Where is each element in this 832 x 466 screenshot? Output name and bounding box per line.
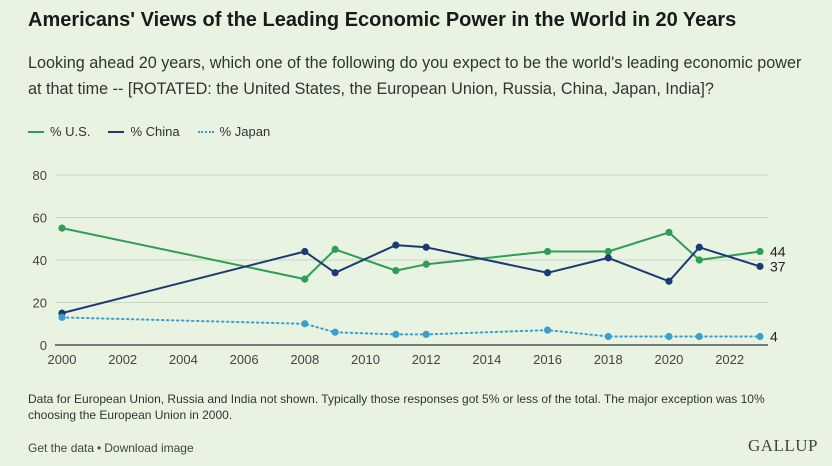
link-separator: • <box>97 441 102 455</box>
y-tick-label: 40 <box>33 253 47 268</box>
x-tick-label: 2002 <box>108 352 137 367</box>
legend-label-us: % U.S. <box>50 124 91 139</box>
series-line-us <box>61 227 761 281</box>
x-tick-label: 2018 <box>594 352 623 367</box>
legend-label-china: % China <box>130 124 180 139</box>
data-point-china <box>422 243 430 251</box>
data-point-us <box>756 247 764 256</box>
legend-swatch-china <box>108 130 125 133</box>
data-point-china <box>543 269 552 277</box>
line-chart: 0 20 40 60 80 2000 2002 2004 2006 2008 2010 2012 201… <box>33 168 786 367</box>
series-line-china <box>61 244 761 315</box>
data-point-us <box>604 247 612 256</box>
axis-labels: 0 20 40 60 80 2000 2002 2004 2006 2008 2010 2012 201… <box>33 168 745 367</box>
y-tick-label: 60 <box>33 211 47 226</box>
get-data-link[interactable]: Get the data <box>28 441 95 455</box>
data-point-japan <box>604 332 612 341</box>
data-point-china <box>301 247 309 256</box>
data-point-japan <box>392 330 400 338</box>
end-label-us: 44 <box>770 244 786 260</box>
chart-subtitle: Looking ahead 20 years, which one of the… <box>28 54 802 98</box>
data-point-us <box>695 256 703 264</box>
data-points <box>58 224 764 341</box>
data-point-japan <box>331 328 339 336</box>
grid-lines <box>55 174 768 346</box>
data-point-china <box>392 241 400 249</box>
data-point-china <box>756 262 764 270</box>
data-point-japan <box>695 332 703 341</box>
y-tick-label: 20 <box>33 296 47 311</box>
legend-swatch-japan <box>197 130 214 133</box>
data-point-us <box>543 247 552 256</box>
x-tick-label: 2010 <box>351 352 380 367</box>
data-point-us <box>58 224 66 232</box>
data-point-us <box>301 275 309 283</box>
data-point-japan <box>58 313 66 321</box>
data-point-us <box>665 228 673 236</box>
x-tick-label: 2004 <box>169 352 198 367</box>
x-tick-label: 2008 <box>290 352 319 367</box>
end-label-china: 37 <box>770 258 786 274</box>
data-point-japan <box>301 320 309 328</box>
legend-item-japan[interactable]: % Japan <box>197 124 271 139</box>
series-lines <box>61 227 761 338</box>
data-point-china <box>604 254 612 262</box>
y-tick-label: 0 <box>40 338 47 353</box>
data-point-us <box>331 245 339 253</box>
legend-swatch-us <box>28 130 44 133</box>
chart-title: Americans' Views of the Leading Economic… <box>28 9 737 31</box>
end-label-japan: 4 <box>770 329 778 345</box>
data-point-japan <box>422 330 430 338</box>
data-point-japan <box>665 332 673 341</box>
legend-item-china[interactable]: % China <box>108 124 180 139</box>
x-tick-label: 2006 <box>230 352 259 367</box>
data-point-japan <box>756 332 764 341</box>
legend-label-japan: % Japan <box>219 124 271 139</box>
data-point-china <box>665 277 673 285</box>
data-point-us <box>422 260 430 268</box>
chart-footnote: Data for European Union, Russia and Indi… <box>28 392 765 422</box>
chart-links: Get the data • Download image <box>28 441 194 455</box>
x-tick-label: 2022 <box>715 352 744 367</box>
data-point-china <box>331 269 339 277</box>
legend-item-us[interactable]: % U.S. <box>28 124 90 139</box>
data-point-japan <box>543 326 552 334</box>
download-image-link[interactable]: Download image <box>104 441 194 455</box>
x-tick-label: 2016 <box>533 352 562 367</box>
y-tick-label: 80 <box>33 168 47 183</box>
chart-legend: % U.S. % China % Japan <box>28 124 270 139</box>
x-tick-label: 2020 <box>654 352 683 367</box>
series-line-japan <box>61 316 761 338</box>
data-point-us <box>392 267 400 275</box>
x-tick-label: 2000 <box>48 352 77 367</box>
gallup-logo: GALLUP <box>747 436 818 455</box>
x-tick-label: 2014 <box>472 352 501 367</box>
data-point-china <box>695 243 703 251</box>
x-tick-label: 2012 <box>412 352 441 367</box>
